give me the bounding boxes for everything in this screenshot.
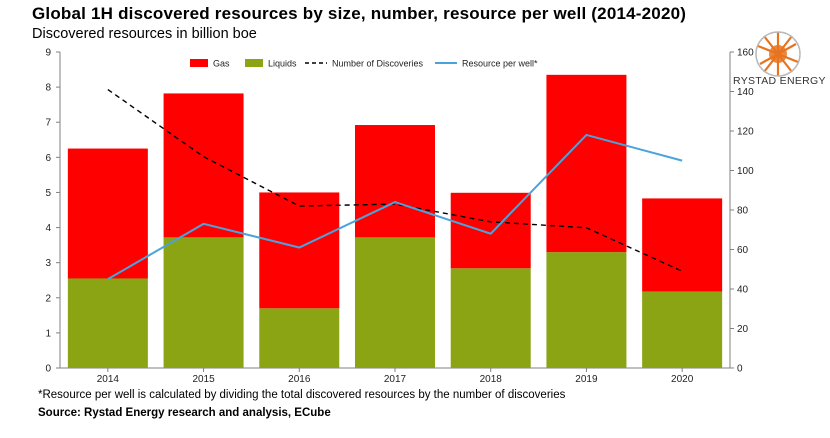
y-right-tick-label: 20 bbox=[737, 324, 749, 335]
logo-text: RYSTAD ENERGY bbox=[733, 75, 826, 87]
line-resource-per-well bbox=[107, 133, 683, 280]
y-right-tick-label: 160 bbox=[737, 48, 754, 59]
y-left-tick-label: 3 bbox=[45, 258, 51, 269]
y-right-tick-label: 140 bbox=[737, 87, 754, 98]
y-right-tick-label: 60 bbox=[737, 245, 749, 256]
x-tick-label: 2017 bbox=[384, 374, 407, 385]
y-left-tick-label: 7 bbox=[45, 118, 51, 129]
y-left-tick-label: 9 bbox=[45, 48, 51, 59]
bar-gas bbox=[642, 198, 723, 292]
bar-gas bbox=[355, 125, 435, 238]
bar-liquids bbox=[163, 237, 244, 368]
y-left-tick-label: 2 bbox=[45, 293, 51, 304]
legend-label: Gas bbox=[213, 59, 230, 69]
y-left-tick-label: 1 bbox=[45, 328, 51, 339]
bar-liquids bbox=[546, 252, 627, 368]
y-left-tick-label: 5 bbox=[45, 188, 51, 199]
footnote: *Resource per well is calculated by divi… bbox=[38, 389, 566, 401]
y-right-tick-label: 100 bbox=[737, 166, 754, 177]
bar-gas bbox=[163, 93, 244, 238]
x-tick-label: 2018 bbox=[480, 374, 503, 385]
y-left-tick-label: 4 bbox=[45, 223, 51, 234]
x-tick-label: 2015 bbox=[192, 374, 215, 385]
source-note: Source: Rystad Energy research and analy… bbox=[38, 407, 331, 419]
y-right-tick-label: 40 bbox=[737, 285, 749, 296]
bar-gas bbox=[259, 192, 340, 309]
bar-liquids bbox=[259, 308, 340, 368]
y-left-tick-label: 8 bbox=[45, 83, 51, 94]
x-tick-label: 2020 bbox=[671, 374, 694, 385]
legend-label: Number of Discoveries bbox=[332, 59, 424, 69]
bar-gas bbox=[67, 148, 148, 279]
legend-swatch bbox=[190, 59, 208, 67]
legend-swatch bbox=[245, 59, 263, 67]
bar-liquids bbox=[67, 278, 148, 368]
y-left-tick-label: 6 bbox=[45, 153, 51, 164]
chart-subtitle: Discovered resources in billion boe bbox=[32, 26, 257, 42]
legend-label: Liquids bbox=[268, 59, 297, 69]
y-right-tick-label: 120 bbox=[737, 127, 754, 138]
x-tick-label: 2016 bbox=[288, 374, 311, 385]
x-tick-label: 2019 bbox=[575, 374, 598, 385]
y-right-tick-label: 80 bbox=[737, 206, 749, 217]
legend-label: Resource per well* bbox=[462, 59, 538, 69]
rystad-logo-icon bbox=[755, 31, 801, 77]
x-tick-label: 2014 bbox=[97, 374, 120, 385]
bar-liquids bbox=[355, 237, 435, 368]
bar-liquids bbox=[450, 268, 531, 368]
line-number-of-discoveries bbox=[107, 88, 683, 272]
chart-title: Global 1H discovered resources by size, … bbox=[32, 4, 687, 23]
y-left-tick-label: 0 bbox=[45, 364, 51, 375]
y-right-tick-label: 0 bbox=[737, 364, 743, 375]
bar-liquids bbox=[642, 291, 723, 368]
